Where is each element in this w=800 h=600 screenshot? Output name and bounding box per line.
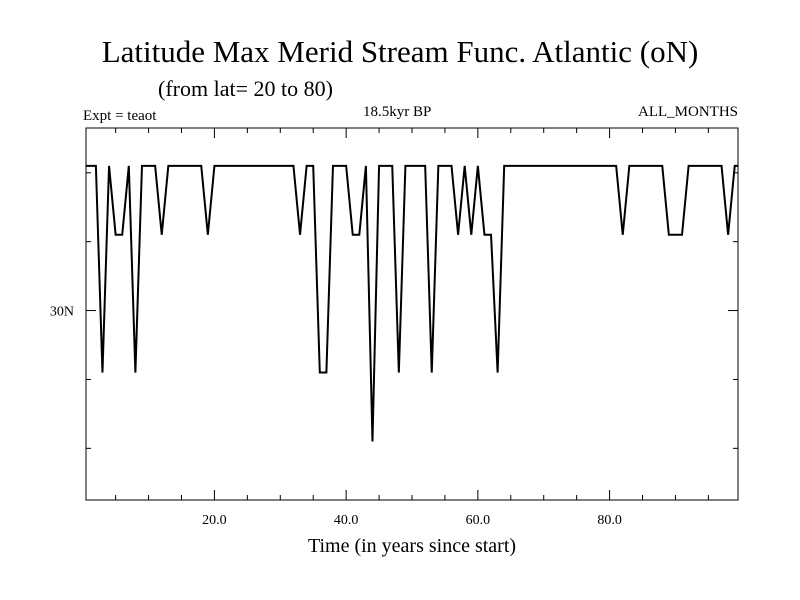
chart-subtitle: (from lat= 20 to 80) [158,76,333,101]
x-tick-label: 80.0 [597,513,622,528]
period-label: 18.5kyr BP [363,104,432,120]
x-axis-label: Time (in years since start) [307,535,517,557]
months-label: ALL_MONTHS [638,104,738,120]
y-tick-label: 30N [50,305,74,320]
series-line [86,164,738,442]
axis-tick-labels: 20.0 40.0 60.0 80.0 30N [50,305,622,528]
plot-frame [85,127,739,501]
x-tick-label: 20.0 [202,513,227,528]
x-tick-label: 40.0 [334,513,359,528]
axis-ticks [86,128,738,500]
experiment-label: Expt = teaot [83,108,157,124]
chart-title: Latitude Max Merid Stream Func. Atlantic… [101,34,699,69]
x-tick-label: 60.0 [466,513,491,528]
